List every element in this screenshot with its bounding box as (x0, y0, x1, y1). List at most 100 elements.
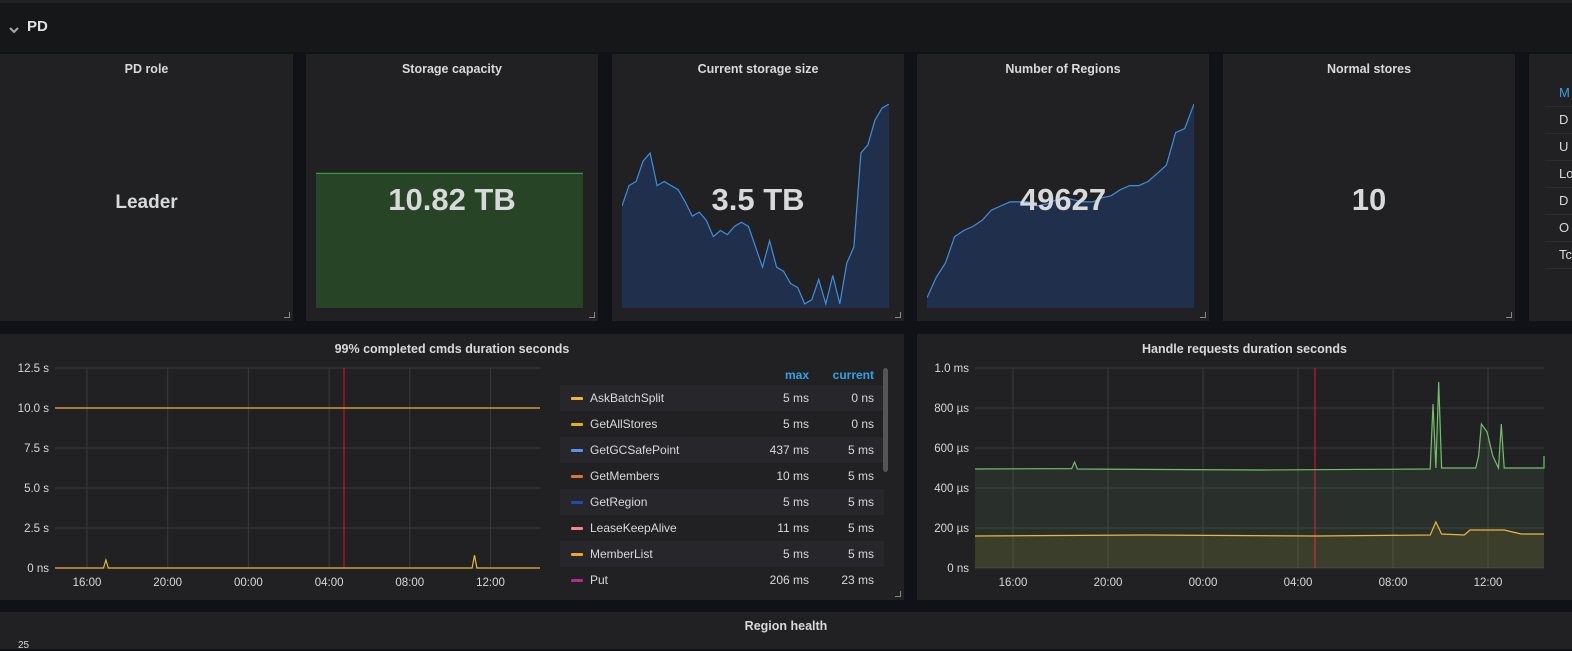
panel-regions: Number of Regions 49627 (917, 54, 1209, 321)
legend-current-value: 5 ms (847, 443, 874, 457)
cmds-duration-chart: 0 ns 2.5 s 5.0 s 7.5 s 10.0 s 12.5 s 16:00 20:0… (18, 363, 540, 589)
legend-max-value: 437 ms (769, 443, 809, 457)
side-menu-item[interactable]: Lo (1545, 161, 1572, 188)
legend-current-value: 5 ms (847, 469, 874, 483)
sparkline-line (622, 104, 889, 307)
region-health-title[interactable]: Region health (744, 619, 828, 633)
legend-header-max[interactable]: max (784, 368, 809, 382)
legend-max-value: 5 ms (782, 417, 809, 431)
legend-series-name[interactable]: AskBatchSplit (590, 391, 665, 405)
legend-swatch (571, 423, 583, 426)
legend-current-value: 0 ns (851, 417, 874, 431)
panel-storage-capacity: Storage capacity 10.82 TB (306, 54, 598, 321)
panel-title[interactable]: Storage capacity (401, 62, 503, 76)
legend-series-name[interactable]: GetGCSafePoint (590, 443, 680, 457)
panel-normal-stores: Normal stores 10 (1223, 54, 1515, 321)
stat-value: 3.5 TB (711, 182, 805, 217)
chevron-down-icon[interactable] (7, 23, 21, 37)
resize-handle[interactable] (589, 312, 595, 318)
x-tick-label: 04:00 (1284, 577, 1313, 589)
stat-value: 10 (1351, 182, 1387, 217)
legend-series-name[interactable]: GetRegion (590, 495, 648, 509)
stat-value: 10.82 TB (388, 182, 516, 217)
cmds-legend: max current AskBatchSplit 5 ms 0 ns GetAllS… (560, 363, 884, 593)
panel-title[interactable]: Handle requests duration seconds (1142, 342, 1347, 356)
y-tick-label: 7.5 s (24, 443, 49, 455)
side-menu-list: MDULoDOTc (1545, 80, 1572, 269)
legend-item[interactable]: Put 206 ms 23 ms (560, 567, 884, 593)
resize-handle[interactable] (284, 312, 290, 318)
legend-series-name[interactable]: GetAllStores (590, 417, 658, 431)
sparkline-area (622, 104, 889, 308)
legend-max-value: 206 ms (769, 573, 809, 587)
side-menu-item[interactable]: U (1545, 134, 1572, 161)
series-line (974, 381, 1545, 471)
legend-swatch (571, 579, 583, 582)
legend-item[interactable]: GetRegion 5 ms 5 ms (560, 489, 884, 515)
x-tick-label: 16:00 (73, 577, 102, 589)
series-area (975, 382, 1544, 568)
legend-header-current[interactable]: current (832, 368, 874, 382)
legend-item[interactable]: GetGCSafePoint 437 ms 5 ms (560, 437, 884, 463)
legend-max-value: 5 ms (782, 495, 809, 509)
handle-requests-chart: 0 ns 200 µs 400 µs 600 µs 800 µs 1.0 ms 16:00 2… (934, 363, 1545, 589)
legend-item[interactable]: GetMembers 10 ms 5 ms (560, 463, 884, 489)
sparkline-current-storage (622, 104, 889, 308)
legend-current-value: 5 ms (847, 495, 874, 509)
legend-scrollbar[interactable] (883, 368, 888, 472)
legend-item[interactable]: AskBatchSplit 5 ms 0 ns (560, 385, 884, 411)
panel-current-storage: Current storage size 3.5 TB (612, 54, 904, 321)
legend-current-value: 0 ns (851, 391, 874, 405)
legend-max-value: 5 ms (782, 547, 809, 561)
stat-value: Leader (115, 192, 178, 213)
panel-title[interactable]: Current storage size (697, 62, 819, 76)
row-title: PD (27, 18, 48, 35)
x-tick-label: 00:00 (234, 577, 263, 589)
x-tick-label: 08:00 (395, 577, 424, 589)
legend-item[interactable]: GetAllStores 5 ms 0 ns (560, 411, 884, 437)
legend-item[interactable]: LeaseKeepAlive 11 ms 5 ms (560, 515, 884, 541)
side-menu-item[interactable]: D (1545, 188, 1572, 215)
y-tick-label: 25 (18, 640, 30, 651)
legend-item[interactable]: MemberList 5 ms 5 ms (560, 541, 884, 567)
panel-title[interactable]: Normal stores (1326, 62, 1412, 76)
x-tick-label: 16:00 (999, 577, 1028, 589)
panel-handle-requests: Handle requests duration seconds (917, 334, 1572, 600)
y-tick-label: 600 µs (934, 443, 969, 455)
resize-handle[interactable] (895, 591, 901, 597)
series-line (55, 555, 540, 569)
resize-handle[interactable] (1506, 312, 1512, 318)
side-menu-item[interactable]: O (1545, 215, 1572, 242)
series-line (974, 520, 1544, 537)
side-menu-item[interactable]: Tc (1545, 242, 1572, 269)
y-tick-label: 10.0 s (18, 403, 50, 415)
legend-current-value: 23 ms (841, 573, 874, 587)
x-tick-label: 12:00 (1474, 577, 1503, 589)
sparkline-regions (927, 104, 1194, 308)
legend-series-name[interactable]: GetMembers (590, 469, 660, 483)
side-menu-item[interactable]: M (1545, 80, 1572, 107)
y-tick-label: 5.0 s (24, 483, 49, 495)
legend-series-name[interactable]: MemberList (590, 547, 653, 561)
y-tick-label: 400 µs (934, 483, 969, 495)
legend-max-value: 11 ms (777, 521, 809, 535)
panel-title[interactable]: 99% completed cmds duration seconds (334, 342, 570, 356)
y-tick-label: 200 µs (934, 523, 969, 535)
resize-handle[interactable] (895, 312, 901, 318)
panel-title[interactable]: PD role (124, 62, 169, 76)
legend-max-value: 10 ms (776, 469, 809, 483)
side-menu-item[interactable]: D (1545, 107, 1572, 134)
legend-swatch (571, 397, 583, 400)
panel-region-health (0, 612, 1572, 649)
legend-series-name[interactable]: Put (590, 573, 609, 587)
sparkline-storage-capacity (316, 172, 583, 308)
sparkline-area (316, 173, 583, 308)
y-tick-label: 0 ns (27, 563, 49, 575)
row-header-pd[interactable]: PD (0, 0, 1572, 52)
legend-swatch (571, 553, 583, 556)
legend-series-name[interactable]: LeaseKeepAlive (590, 521, 677, 535)
x-tick-label: 00:00 (1189, 577, 1218, 589)
legend-current-value: 5 ms (847, 521, 874, 535)
resize-handle[interactable] (1200, 312, 1206, 318)
panel-title[interactable]: Number of Regions (1005, 62, 1121, 76)
